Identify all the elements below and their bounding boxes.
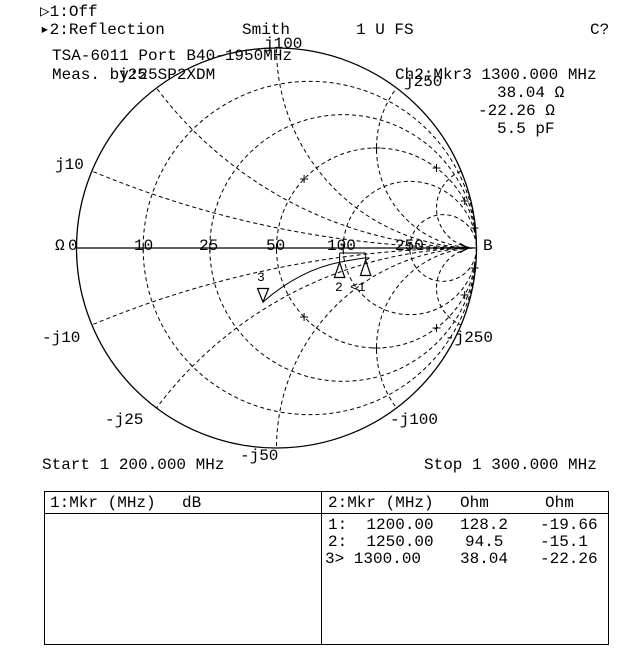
svg-text:<1: <1 <box>350 280 366 295</box>
svg-text:3: 3 <box>257 270 265 285</box>
svg-text:2: 2 <box>335 280 343 295</box>
